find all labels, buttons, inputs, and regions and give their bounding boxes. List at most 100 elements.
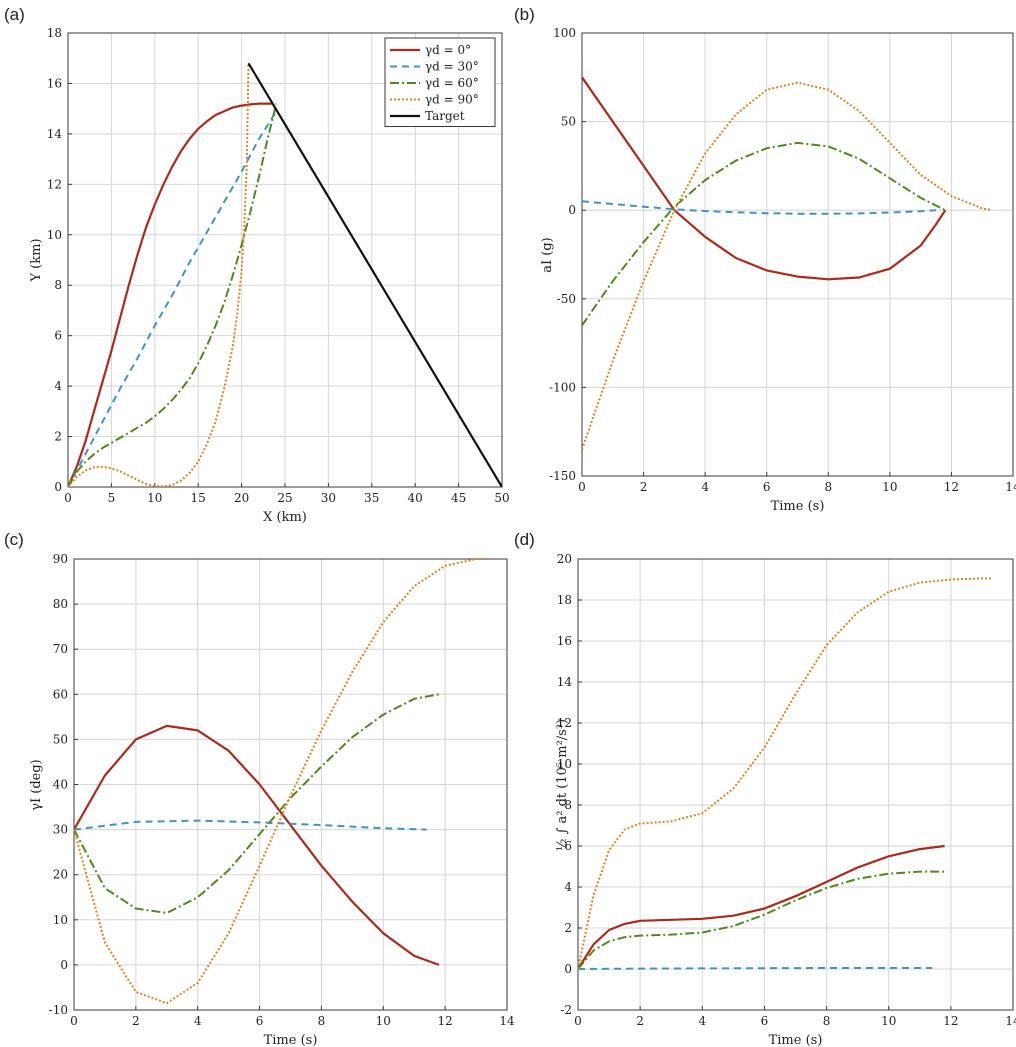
x-tick-label: 14 bbox=[1005, 480, 1016, 494]
panel-label: (d) bbox=[514, 530, 535, 549]
x-tick-label: 0 bbox=[578, 480, 586, 494]
y-tick-label: 4 bbox=[54, 379, 62, 393]
x-tick-label: 4 bbox=[698, 1014, 706, 1028]
x-tick-label: 6 bbox=[761, 1014, 769, 1028]
y-tick-label: 0 bbox=[60, 958, 68, 972]
series-line-d-90 bbox=[578, 577, 992, 970]
y-tick-label: 10 bbox=[557, 757, 572, 771]
series-line-d-60 bbox=[68, 103, 278, 487]
y-tick-label: 10 bbox=[53, 913, 68, 927]
y-tick-label: 0 bbox=[564, 962, 572, 976]
panel-label: (c) bbox=[4, 530, 24, 549]
x-tick-label: 30 bbox=[321, 491, 336, 505]
y-tick-label: 12 bbox=[47, 177, 62, 191]
x-tick-label: 15 bbox=[191, 491, 206, 505]
series-line-d-0 bbox=[68, 102, 272, 487]
y-tick-label: 12 bbox=[557, 716, 572, 730]
legend-entry: Target bbox=[425, 109, 465, 123]
x-tick-label: 20 bbox=[234, 491, 249, 505]
y-tick-label: -10 bbox=[49, 1003, 68, 1017]
x-tick-label: 6 bbox=[763, 480, 771, 494]
x-tick-label: 40 bbox=[408, 491, 423, 505]
x-axis-label: Time (s) bbox=[771, 499, 825, 514]
x-tick-label: 2 bbox=[132, 1014, 140, 1028]
series-line-d-30 bbox=[582, 200, 937, 215]
series-line-d-0 bbox=[578, 844, 945, 970]
x-tick-label: 0 bbox=[64, 491, 72, 505]
series-line-d-30 bbox=[68, 110, 278, 487]
y-tick-label: 14 bbox=[47, 127, 63, 141]
y-tick-label: -2 bbox=[560, 1003, 572, 1017]
y-tick-label: -50 bbox=[557, 292, 576, 306]
x-tick-label: 0 bbox=[70, 1014, 78, 1028]
x-tick-label: 10 bbox=[881, 1014, 896, 1028]
x-tick-label: 2 bbox=[636, 1014, 644, 1028]
x-tick-label: 4 bbox=[194, 1014, 202, 1028]
y-tick-label: 16 bbox=[47, 76, 62, 90]
y-tick-label: 2 bbox=[564, 921, 572, 935]
x-tick-label: 8 bbox=[823, 1014, 831, 1028]
y-tick-label: 0 bbox=[568, 203, 576, 217]
x-tick-label: 5 bbox=[108, 491, 116, 505]
panel-label: (a) bbox=[4, 5, 25, 24]
series-line-d-30 bbox=[578, 967, 933, 970]
x-tick-label: 25 bbox=[277, 491, 292, 505]
x-tick-label: 10 bbox=[147, 491, 162, 505]
x-tick-label: 8 bbox=[824, 480, 832, 494]
y-tick-label: 70 bbox=[53, 642, 68, 656]
y-tick-label: 80 bbox=[53, 597, 68, 611]
x-tick-label: 50 bbox=[494, 491, 509, 505]
series-line-d-60 bbox=[74, 693, 440, 914]
y-tick-label: 20 bbox=[557, 552, 572, 566]
x-axis-label: Time (s) bbox=[769, 1033, 823, 1047]
x-tick-label: 45 bbox=[451, 491, 466, 505]
x-tick-label: 12 bbox=[943, 1014, 958, 1028]
chart-panel-c: (c)0 2 4 6 8 10 12 14-100102030405060708090Time… bbox=[4, 530, 515, 1047]
y-axis-label: ½ ∫ a² dt (10⁵ m²/s³) bbox=[555, 719, 570, 851]
y-tick-label: 18 bbox=[557, 593, 572, 607]
y-axis-label: Y (km) bbox=[29, 238, 44, 282]
y-tick-label: 6 bbox=[564, 839, 572, 853]
panel-label: (b) bbox=[514, 5, 535, 24]
y-tick-label: 18 bbox=[47, 26, 62, 40]
series-line-d-90 bbox=[582, 81, 992, 450]
y-axis-label: aI (g) bbox=[540, 237, 555, 272]
y-tick-label: 4 bbox=[564, 880, 572, 894]
x-axis-label: X (km) bbox=[263, 510, 307, 525]
x-tick-label: 12 bbox=[944, 480, 959, 494]
x-tick-label: 6 bbox=[256, 1014, 264, 1028]
legend-entry: γd = 0° bbox=[425, 43, 471, 57]
axis-box bbox=[581, 32, 1014, 477]
legend: γd = 0° γd = 30° γd = 60° γd = 90° Target bbox=[384, 37, 496, 127]
chart-panel-b: (b) 0 2 4 6 8 10 12 14 -150 -100 -50 0 50 100 Time (s) a… bbox=[514, 5, 1016, 514]
series-line-d-0 bbox=[74, 724, 440, 966]
x-axis-label: Time (s) bbox=[264, 1033, 318, 1047]
x-tick-label: 2 bbox=[640, 480, 648, 494]
x-tick-label: 8 bbox=[318, 1014, 326, 1028]
legend-entry: γd = 90° bbox=[425, 93, 479, 107]
y-tick-label: 50 bbox=[561, 115, 576, 129]
y-tick-label: 16 bbox=[557, 634, 572, 648]
y-tick-label: -100 bbox=[549, 380, 576, 394]
y-tick-label: -150 bbox=[549, 469, 576, 483]
x-tick-label: 4 bbox=[701, 480, 709, 494]
x-tick-label: 14 bbox=[1005, 1014, 1016, 1028]
y-tick-label: 14 bbox=[557, 675, 573, 689]
series-line-d-0 bbox=[582, 76, 947, 281]
y-tick-label: 30 bbox=[53, 823, 68, 837]
y-tick-label: 100 bbox=[553, 26, 576, 40]
series-line-d-30 bbox=[74, 819, 427, 831]
y-tick-label: 8 bbox=[564, 798, 572, 812]
series-line-target bbox=[247, 62, 502, 487]
legend-entry: γd = 60° bbox=[425, 76, 479, 90]
panels: (a)0 5 10 15 20 25 30 35 40 45 50024681012141618X … bbox=[4, 5, 1016, 1047]
x-tick-label: 0 bbox=[574, 1014, 582, 1028]
x-tick-label: 10 bbox=[882, 480, 897, 494]
y-axis-label: γI (deg) bbox=[29, 759, 44, 811]
x-tick-label: 12 bbox=[438, 1014, 453, 1028]
y-tick-label: 10 bbox=[47, 228, 62, 242]
series-line-d-60 bbox=[582, 141, 946, 326]
y-tick-label: 0 bbox=[54, 480, 62, 494]
